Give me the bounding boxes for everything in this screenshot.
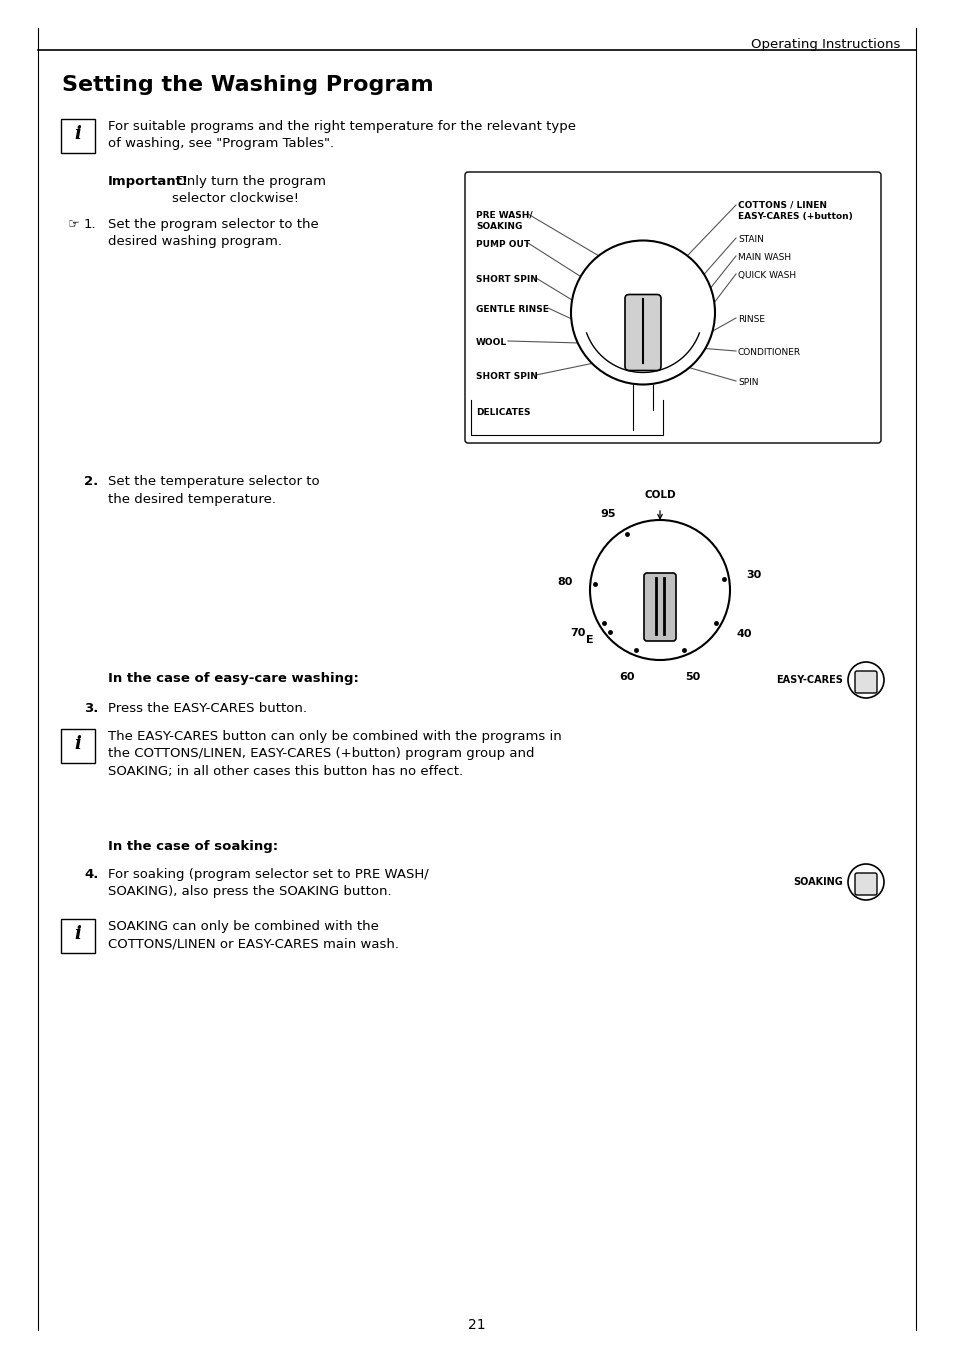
Text: 80: 80 (557, 577, 572, 587)
Text: E: E (586, 635, 594, 645)
FancyBboxPatch shape (624, 295, 660, 370)
Text: WOOL: WOOL (476, 338, 507, 347)
Text: Only turn the program
selector clockwise!: Only turn the program selector clockwise… (172, 174, 326, 206)
Circle shape (847, 662, 883, 698)
Text: In the case of easy-care washing:: In the case of easy-care washing: (108, 672, 358, 685)
Text: Press the EASY-CARES button.: Press the EASY-CARES button. (108, 702, 307, 715)
Text: QUICK WASH: QUICK WASH (738, 270, 796, 280)
Text: 70: 70 (570, 627, 585, 638)
Text: ☞: ☞ (68, 218, 80, 231)
Text: COLD: COLD (643, 489, 675, 500)
Text: 40: 40 (736, 629, 751, 639)
Text: Operating Instructions: Operating Instructions (750, 38, 899, 51)
Text: EASY-CARES: EASY-CARES (776, 675, 842, 685)
Text: 1.: 1. (84, 218, 96, 231)
Text: Set the program selector to the
desired washing program.: Set the program selector to the desired … (108, 218, 318, 249)
Text: SPIN: SPIN (738, 379, 758, 387)
FancyBboxPatch shape (854, 671, 876, 694)
Text: SHORT SPIN: SHORT SPIN (476, 274, 537, 284)
Text: i: i (74, 124, 81, 143)
Text: Setting the Washing Program: Setting the Washing Program (62, 74, 434, 95)
Text: PRE WASH/: PRE WASH/ (476, 210, 532, 219)
Text: For suitable programs and the right temperature for the relevant type
of washing: For suitable programs and the right temp… (108, 120, 576, 150)
Text: i: i (74, 735, 81, 753)
Text: 60: 60 (618, 672, 634, 681)
Text: SOAKING: SOAKING (476, 222, 522, 231)
Text: DELICATES: DELICATES (476, 408, 530, 416)
Text: 3.: 3. (84, 702, 98, 715)
FancyBboxPatch shape (61, 119, 95, 153)
Text: In the case of soaking:: In the case of soaking: (108, 840, 278, 853)
Circle shape (571, 241, 714, 384)
Text: 2.: 2. (84, 475, 98, 488)
FancyBboxPatch shape (464, 172, 880, 443)
Text: 30: 30 (746, 569, 761, 580)
Text: 95: 95 (599, 508, 616, 519)
Text: 4.: 4. (84, 868, 98, 882)
Text: RINSE: RINSE (738, 315, 764, 324)
Text: COTTONS / LINEN: COTTONS / LINEN (738, 200, 826, 210)
Text: The EASY-CARES button can only be combined with the programs in
the COTTONS/LINE: The EASY-CARES button can only be combin… (108, 730, 561, 777)
Text: MAIN WASH: MAIN WASH (738, 253, 790, 262)
FancyBboxPatch shape (854, 873, 876, 895)
Text: 50: 50 (684, 672, 700, 681)
Text: SOAKING can only be combined with the
COTTONS/LINEN or EASY-CARES main wash.: SOAKING can only be combined with the CO… (108, 919, 398, 950)
Text: GENTLE RINSE: GENTLE RINSE (476, 306, 548, 314)
Text: SHORT SPIN: SHORT SPIN (476, 372, 537, 381)
FancyBboxPatch shape (61, 919, 95, 953)
Text: For soaking (program selector set to PRE WASH/
SOAKING), also press the SOAKING : For soaking (program selector set to PRE… (108, 868, 428, 899)
Circle shape (589, 521, 729, 660)
Text: Important!: Important! (108, 174, 189, 188)
Circle shape (847, 864, 883, 900)
Text: Set the temperature selector to
the desired temperature.: Set the temperature selector to the desi… (108, 475, 319, 506)
Text: 21: 21 (468, 1318, 485, 1332)
Text: STAIN: STAIN (738, 235, 763, 243)
Text: SOAKING: SOAKING (792, 877, 842, 887)
Text: PUMP OUT: PUMP OUT (476, 241, 530, 249)
FancyBboxPatch shape (61, 729, 95, 763)
Text: EASY-CARES (+button): EASY-CARES (+button) (738, 212, 852, 220)
FancyBboxPatch shape (643, 573, 676, 641)
Text: CONDITIONER: CONDITIONER (738, 347, 801, 357)
Text: i: i (74, 925, 81, 942)
